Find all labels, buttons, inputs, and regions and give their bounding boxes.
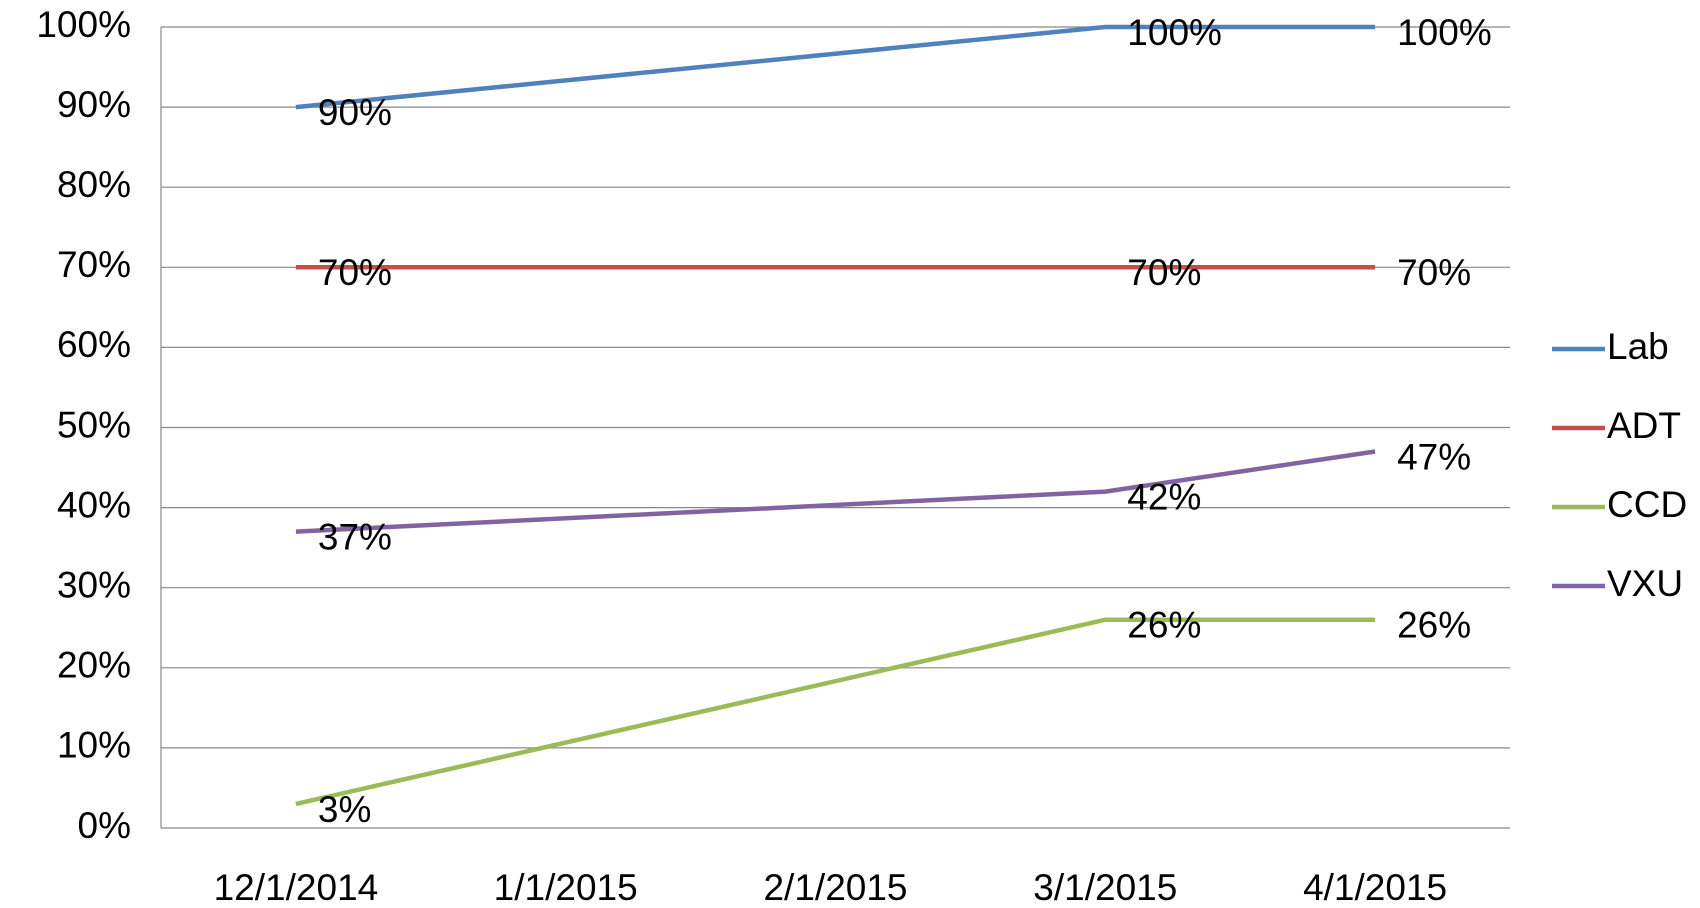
data-label: 47% — [1397, 436, 1471, 477]
data-label: 90% — [318, 92, 392, 133]
y-tick-label: 60% — [57, 324, 131, 365]
x-tick-label: 2/1/2015 — [763, 867, 907, 908]
y-tick-label: 10% — [57, 725, 131, 766]
y-tick-label: 40% — [57, 484, 131, 525]
y-tick-label: 70% — [57, 244, 131, 285]
data-label: 100% — [1127, 12, 1222, 53]
data-label: 42% — [1127, 476, 1201, 517]
legend-label: VXU — [1607, 563, 1683, 604]
x-tick-label: 1/1/2015 — [494, 867, 638, 908]
legend-label: ADT — [1607, 405, 1681, 446]
y-tick-label: 90% — [57, 84, 131, 125]
x-tick-label: 3/1/2015 — [1033, 867, 1177, 908]
data-label: 70% — [318, 252, 392, 293]
y-tick-label: 30% — [57, 564, 131, 605]
y-tick-label: 80% — [57, 164, 131, 205]
y-tick-label: 20% — [57, 645, 131, 686]
y-tick-label: 50% — [57, 404, 131, 445]
x-tick-label: 4/1/2015 — [1303, 867, 1447, 908]
data-label: 70% — [1397, 252, 1471, 293]
y-tick-label: 0% — [78, 805, 131, 846]
data-label: 100% — [1397, 12, 1492, 53]
data-label: 3% — [318, 789, 371, 830]
legend-label: CCD — [1607, 484, 1687, 525]
series-line — [295, 449, 1376, 534]
series-line — [295, 24, 1376, 110]
data-label: 26% — [1397, 605, 1471, 646]
legend-label: Lab — [1607, 326, 1669, 367]
y-tick-label: 100% — [36, 4, 131, 45]
x-tick-label: 12/1/2014 — [214, 867, 379, 908]
data-label: 70% — [1127, 252, 1201, 293]
data-label: 26% — [1127, 605, 1201, 646]
series-line — [295, 617, 1376, 807]
data-label: 37% — [318, 516, 392, 557]
